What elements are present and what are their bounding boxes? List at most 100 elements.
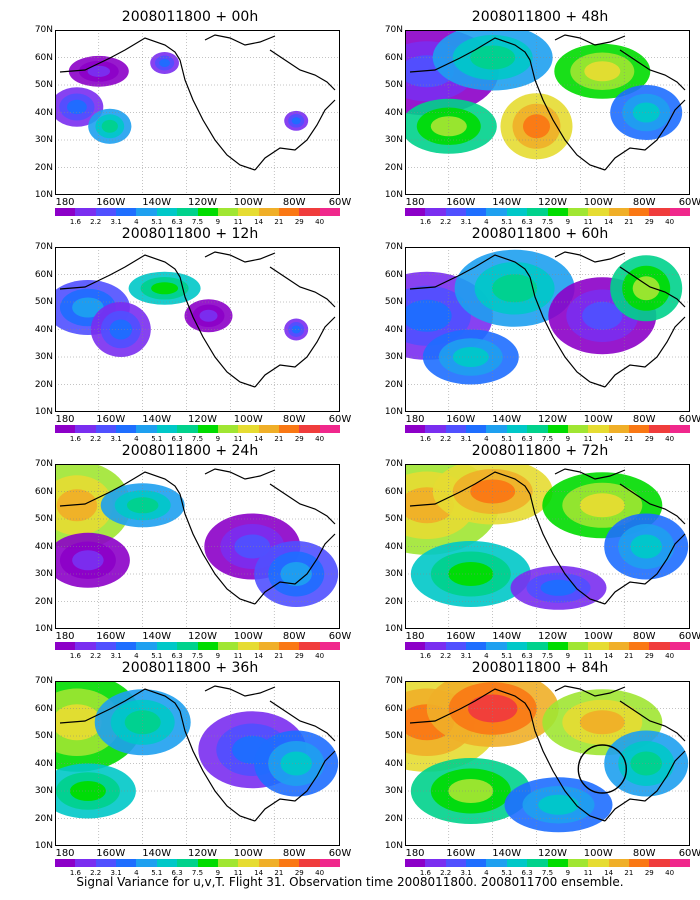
- colorbar-label: 1.6: [69, 435, 81, 443]
- lat-label: 50N: [384, 731, 403, 741]
- colorbar-label: 2.2: [90, 218, 102, 226]
- colorbar-swatch: [567, 208, 589, 216]
- colorbar-swatch: [136, 425, 157, 433]
- colorbar-label: 21: [274, 218, 284, 226]
- lon-label: 180: [55, 631, 75, 642]
- variance-map: [405, 247, 690, 412]
- lat-label: 30N: [34, 352, 53, 362]
- colorbar-label: 4: [134, 869, 139, 877]
- colorbar-label: 4: [484, 869, 489, 877]
- lat-label: 30N: [384, 135, 403, 145]
- colorbar-label: 5.1: [151, 218, 163, 226]
- lat-label: 50N: [34, 514, 53, 524]
- lat-label: 40N: [384, 758, 403, 769]
- colorbar-label: 21: [624, 652, 634, 660]
- colorbar-swatch: [55, 859, 76, 867]
- lon-label: 140W: [142, 414, 172, 425]
- lat-label: 20N: [34, 162, 53, 173]
- colorbar-label: 5.1: [501, 218, 513, 226]
- colorbar-label: 11: [583, 652, 593, 660]
- colorbar-swatch: [466, 208, 487, 216]
- colorbar-label: 2.2: [440, 435, 452, 443]
- colorbar-swatch: [75, 859, 96, 867]
- colorbar-swatch: [238, 208, 259, 216]
- variance-map: [405, 681, 690, 846]
- lon-label: 180: [405, 197, 425, 208]
- lat-label: 10N: [34, 190, 53, 200]
- colorbar-swatch: [588, 642, 609, 650]
- colorbar-swatch: [588, 425, 609, 433]
- lon-label: 100W: [583, 197, 613, 208]
- colorbar-swatch: [156, 208, 178, 216]
- panel-lead: 36h: [231, 660, 259, 676]
- colorbar-label: 29: [294, 435, 304, 443]
- colorbar-swatch: [258, 208, 279, 216]
- lat-label: 20N: [384, 379, 403, 390]
- lon-label: 60W: [678, 848, 700, 859]
- lon-label: 80W: [282, 197, 306, 208]
- lat-label: 70N: [384, 676, 403, 686]
- colorbar-swatch: [506, 859, 528, 867]
- colorbar-label: 2.2: [90, 652, 102, 660]
- panel-date: 2008011800: [471, 226, 561, 242]
- colorbar-swatch: [238, 425, 259, 433]
- colorbar-swatch: [405, 425, 426, 433]
- lon-label: 80W: [632, 848, 656, 859]
- colorbar-swatch: [628, 642, 650, 650]
- colorbar: [55, 425, 341, 433]
- lat-label: 20N: [34, 813, 53, 824]
- lat-label: 60N: [34, 269, 53, 280]
- colorbar-label: 9: [565, 869, 571, 877]
- colorbar-swatch: [608, 859, 629, 867]
- lon-label: 160W: [96, 414, 126, 425]
- colorbar-swatch: [669, 642, 691, 650]
- lat-label: 50N: [384, 514, 403, 524]
- colorbar: [55, 642, 341, 650]
- variance-map: [55, 30, 340, 195]
- lon-label: 140W: [492, 197, 522, 208]
- colorbar-swatch: [425, 642, 446, 650]
- lon-label: 140W: [492, 631, 522, 642]
- lon-label: 80W: [282, 631, 306, 642]
- lat-label: 30N: [384, 786, 403, 796]
- lat-label: 40N: [34, 324, 53, 335]
- colorbar-swatch: [319, 642, 341, 650]
- lon-label: 140W: [142, 197, 172, 208]
- colorbar-swatch: [197, 208, 218, 216]
- variance-map: [55, 464, 340, 629]
- panel-plus: +: [215, 660, 228, 676]
- colorbar-swatch: [319, 425, 341, 433]
- panel-date: 2008011800: [121, 226, 211, 242]
- panel-plus: +: [565, 660, 578, 676]
- lat-label: 60N: [384, 703, 403, 714]
- panel-lead: 60h: [581, 226, 609, 242]
- colorbar-swatch: [177, 208, 198, 216]
- lat-label: 20N: [384, 813, 403, 824]
- panel-date: 2008011800: [121, 660, 211, 676]
- colorbar-label: 14: [254, 218, 264, 226]
- lat-label: 60N: [34, 703, 53, 714]
- panel-title: 2008011800 + 12h: [25, 225, 355, 243]
- colorbar-label: 11: [233, 652, 243, 660]
- lat-label: 50N: [34, 80, 53, 90]
- lon-label: 120W: [538, 414, 567, 425]
- colorbar-swatch: [278, 642, 300, 650]
- colorbar-label: 29: [644, 869, 654, 877]
- colorbar-swatch: [445, 425, 467, 433]
- colorbar-label: 29: [294, 652, 304, 660]
- panel-date: 2008011800: [471, 443, 561, 459]
- colorbar-swatch: [649, 642, 670, 650]
- colorbar-swatch: [177, 859, 198, 867]
- lon-label: 100W: [233, 197, 263, 208]
- colorbar-label: 7.5: [541, 218, 554, 226]
- colorbar-label: 4: [484, 652, 489, 660]
- colorbar-label: 3.1: [460, 869, 472, 877]
- colorbar-label: 21: [274, 652, 284, 660]
- colorbar-label: 5.1: [151, 652, 163, 660]
- lon-label: 180: [405, 414, 425, 425]
- lon-label: 160W: [446, 197, 476, 208]
- figure-caption: Signal Variance for u,v,T. Flight 31. Ob…: [76, 875, 624, 889]
- lat-label: 50N: [384, 80, 403, 90]
- lon-label: 160W: [446, 631, 476, 642]
- colorbar-swatch: [278, 425, 300, 433]
